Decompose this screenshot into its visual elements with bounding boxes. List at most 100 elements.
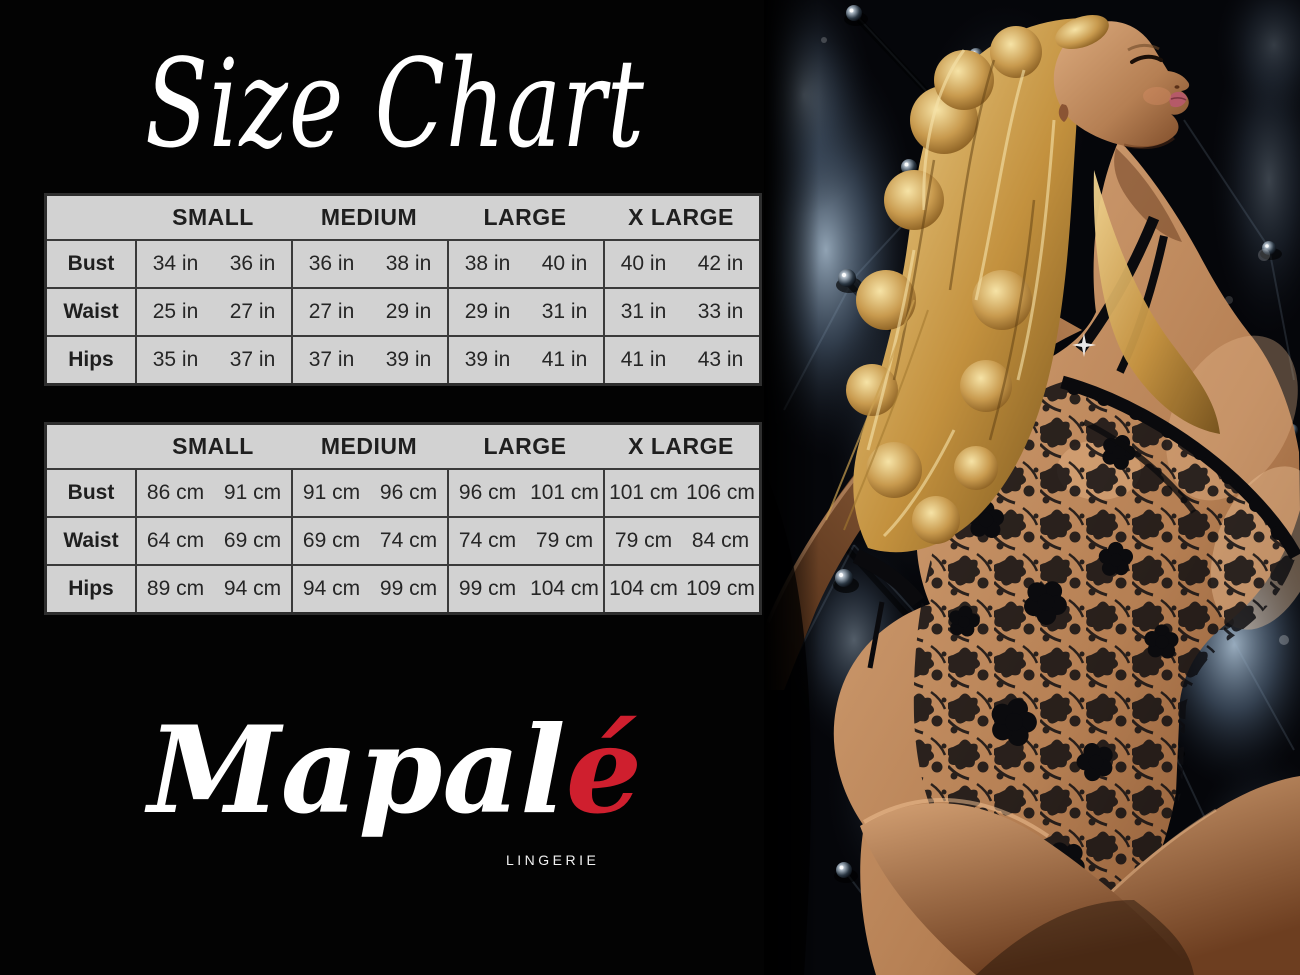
- size-value: 96 cm: [379, 481, 438, 504]
- size-value: 99 cm: [379, 577, 438, 600]
- size-value: 101 cm: [530, 481, 599, 504]
- size-range-cell: 89 cm 94 cm: [135, 566, 291, 612]
- size-value: 38 in: [385, 252, 432, 275]
- measurement-row: Waist 64 cm 69 cm 69 cm 74 cm 74 cm 79 cm 79 cm…: [47, 518, 759, 566]
- size-value: 64 cm: [146, 529, 205, 552]
- size-range-cell: 94 cm 99 cm: [291, 566, 447, 612]
- size-table-centimeters: SMALL MEDIUM LARGE X LARGE Bust 86 cm 91 cm 91 …: [44, 422, 762, 615]
- size-range-cell: 35 in 37 in: [135, 337, 291, 383]
- size-value: 33 in: [697, 300, 744, 323]
- size-value: 43 in: [697, 348, 744, 371]
- size-value: 40 in: [541, 252, 588, 275]
- eyelashes: [1130, 54, 1163, 64]
- eyebrow: [1127, 43, 1160, 52]
- size-value: 36 in: [229, 252, 276, 275]
- size-table-inches: SMALL MEDIUM LARGE X LARGE Bust 34 in 36 in 36 …: [44, 193, 762, 386]
- size-value: 94 cm: [223, 577, 282, 600]
- size-range-cell: 99 cm 104 cm: [447, 566, 603, 612]
- size-value: 39 in: [464, 348, 511, 371]
- size-range-cell: 40 in 42 in: [603, 241, 759, 287]
- size-range-cell: 25 in 27 in: [135, 289, 291, 335]
- measurement-label: Waist: [63, 300, 119, 323]
- size-range-cell: 36 in 38 in: [291, 241, 447, 287]
- size-range-cell: 69 cm 74 cm: [291, 518, 447, 564]
- size-value: 91 cm: [223, 481, 282, 504]
- size-value: 41 in: [620, 348, 667, 371]
- size-value: 42 in: [697, 252, 744, 275]
- size-table-header-row: SMALL MEDIUM LARGE X LARGE: [47, 425, 759, 470]
- measurement-row: Hips 35 in 37 in 37 in 39 in 39 in 41 in 41 in 4…: [47, 337, 759, 383]
- lace-bodysuit: [852, 215, 1300, 945]
- size-value: 104 cm: [609, 577, 678, 600]
- ear: [1058, 104, 1069, 122]
- size-column-header: MEDIUM: [320, 433, 418, 459]
- size-value: 74 cm: [379, 529, 438, 552]
- size-value: 104 cm: [530, 577, 599, 600]
- size-value: 27 in: [308, 300, 355, 323]
- bra-scallop-edge: [1067, 381, 1285, 540]
- model-photo: [764, 0, 1300, 975]
- size-range-cell: 41 in 43 in: [603, 337, 759, 383]
- measurement-label: Bust: [67, 252, 115, 275]
- size-value: 35 in: [152, 348, 199, 371]
- hair-strand-front: [1093, 170, 1220, 434]
- size-range-cell: 91 cm 96 cm: [291, 470, 447, 516]
- size-value: 37 in: [308, 348, 355, 371]
- size-column-header: MEDIUM: [320, 204, 418, 230]
- model-hair: [825, 18, 1082, 553]
- measurement-label: Bust: [67, 481, 115, 504]
- size-value: 69 cm: [223, 529, 282, 552]
- size-column-header: X LARGE: [628, 433, 734, 459]
- measurement-row: Hips 89 cm 94 cm 94 cm 99 cm 99 cm 104 cm 104 c…: [47, 566, 759, 612]
- size-range-cell: 38 in 40 in: [447, 241, 603, 287]
- size-value: 69 cm: [302, 529, 361, 552]
- size-value: 31 in: [541, 300, 588, 323]
- hip-band: [852, 549, 924, 607]
- size-value: 25 in: [152, 300, 199, 323]
- size-value: 40 in: [620, 252, 667, 275]
- size-value: 36 in: [308, 252, 355, 275]
- sparkle: [1072, 333, 1096, 357]
- measurement-label: Waist: [63, 529, 119, 552]
- size-column-header: LARGE: [483, 204, 567, 230]
- size-range-cell: 101 cm 106 cm: [603, 470, 759, 516]
- bokeh-specks: [821, 37, 1289, 645]
- measurement-row: Bust 34 in 36 in 36 in 38 in 38 in 40 in 40 in 4…: [47, 241, 759, 289]
- size-range-cell: 64 cm 69 cm: [135, 518, 291, 564]
- model-face: [1053, 14, 1190, 150]
- size-value: 101 cm: [609, 481, 678, 504]
- size-value: 38 in: [464, 252, 511, 275]
- size-value: 89 cm: [146, 577, 205, 600]
- brand-name: Mapal: [147, 700, 566, 841]
- size-range-cell: 74 cm 79 cm: [447, 518, 603, 564]
- size-value: 39 in: [385, 348, 432, 371]
- size-value: 29 in: [385, 300, 432, 323]
- size-value: 96 cm: [458, 481, 517, 504]
- size-range-cell: 34 in 36 in: [135, 241, 291, 287]
- size-table-header-row: SMALL MEDIUM LARGE X LARGE: [47, 196, 759, 241]
- size-range-cell: 29 in 31 in: [447, 289, 603, 335]
- brand-tagline: LINGERIE: [506, 852, 600, 868]
- size-value: 74 cm: [458, 529, 517, 552]
- size-value: 41 in: [541, 348, 588, 371]
- size-range-cell: 27 in 29 in: [291, 289, 447, 335]
- size-range-cell: 96 cm 101 cm: [447, 470, 603, 516]
- measurement-label: Hips: [68, 348, 114, 371]
- size-value: 109 cm: [686, 577, 755, 600]
- size-value: 79 cm: [614, 529, 673, 552]
- size-range-cell: 39 in 41 in: [447, 337, 603, 383]
- size-range-cell: 79 cm 84 cm: [603, 518, 759, 564]
- brand-logo: Mapalé: [40, 700, 750, 841]
- size-column-header: LARGE: [483, 433, 567, 459]
- size-range-cell: 31 in 33 in: [603, 289, 759, 335]
- size-column-header: SMALL: [172, 433, 254, 459]
- size-value: 79 cm: [535, 529, 594, 552]
- size-value: 106 cm: [686, 481, 755, 504]
- size-value: 86 cm: [146, 481, 205, 504]
- size-value: 99 cm: [458, 577, 517, 600]
- garter-strap: [867, 601, 885, 669]
- model-legs: [860, 776, 1300, 975]
- size-value: 84 cm: [691, 529, 750, 552]
- size-column-header: SMALL: [172, 204, 254, 230]
